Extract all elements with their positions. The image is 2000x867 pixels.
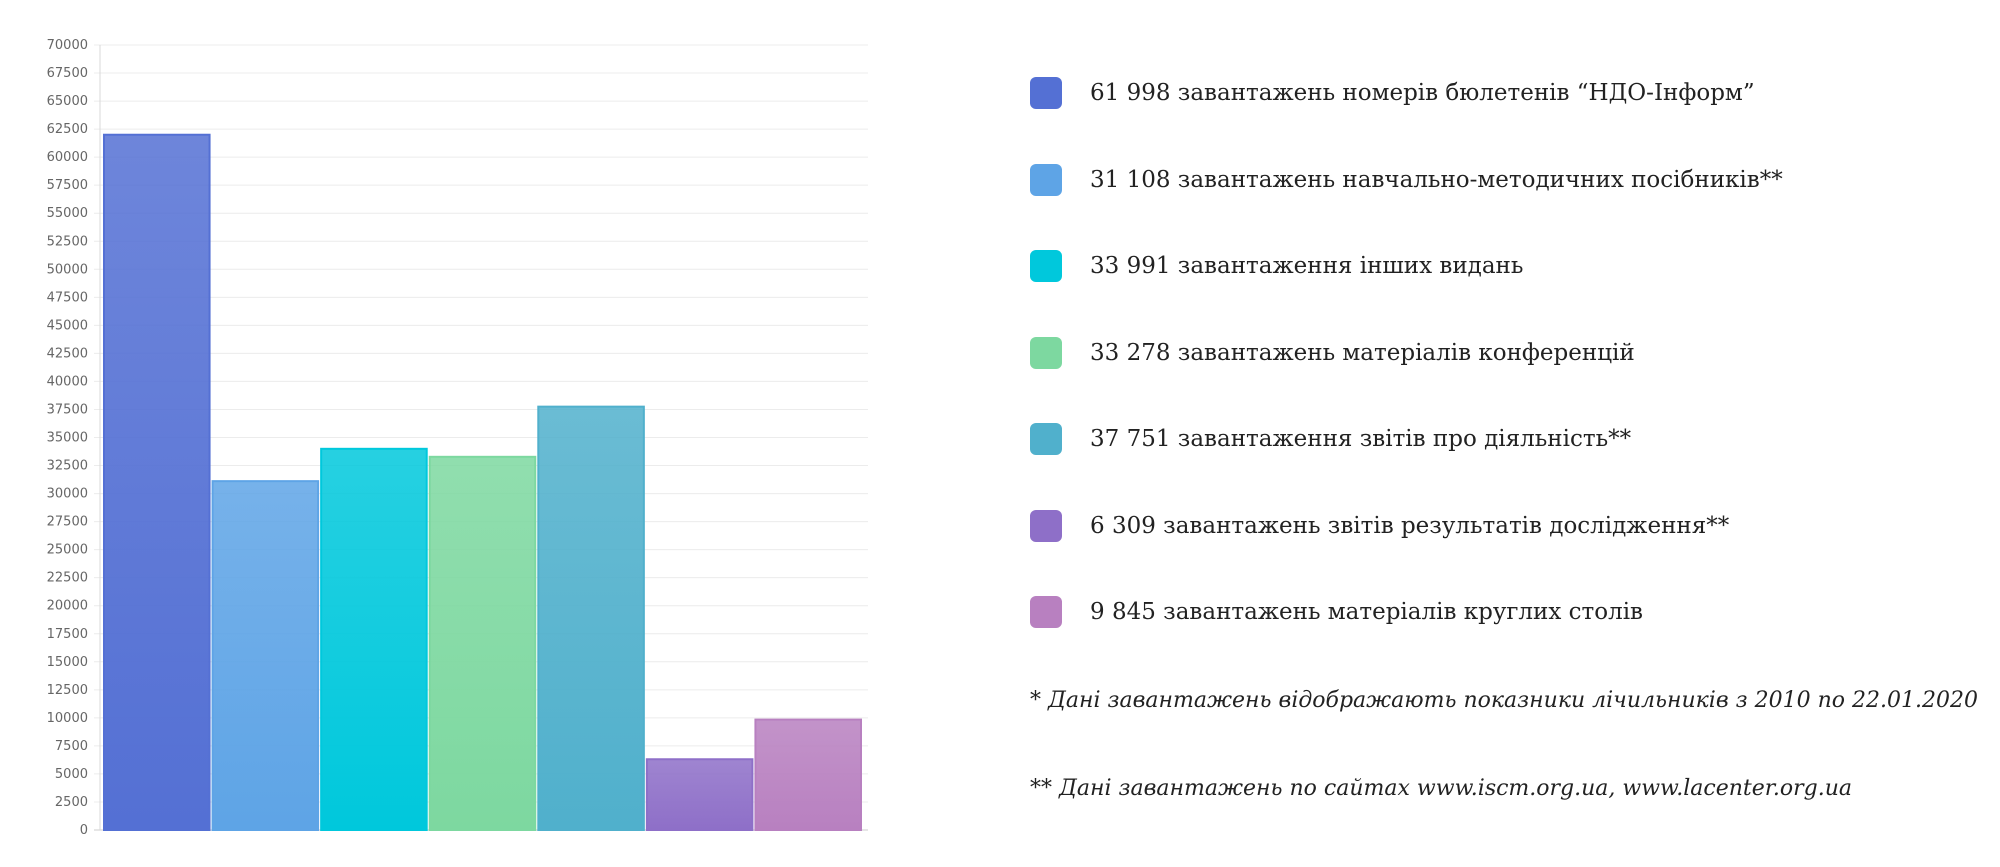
y-tick-label: 37500 — [47, 402, 88, 417]
y-tick-label: 15000 — [47, 655, 88, 670]
legend-label: 33 278 завантажень матеріалів конференці… — [1090, 339, 1635, 366]
legend-label: 9 845 завантажень матеріалів круглих сто… — [1090, 599, 1643, 625]
note-sites: ** Дані завантажень по сайтах www.iscm.o… — [1030, 776, 1853, 801]
legend-item: 37 751 завантаження звітів про діяльніст… — [1030, 421, 1631, 457]
bar-7 — [754, 718, 863, 831]
legend-swatch — [1030, 336, 1062, 369]
y-tick-label: 20000 — [47, 599, 88, 614]
legend-item: 31 108 завантажень навчально-методичних … — [1030, 162, 1783, 198]
bar-4 — [428, 455, 537, 831]
y-tick-label: 55000 — [47, 206, 88, 221]
y-tick-label: 10000 — [47, 711, 88, 726]
bar-2 — [211, 480, 320, 831]
y-tick-label: 47500 — [47, 290, 88, 305]
legend-swatch — [1030, 423, 1062, 455]
y-axis: 0 2500 5000 7500 10000 12500 15000 17500 20000 22… — [47, 38, 101, 838]
y-tick-label: 17500 — [47, 627, 88, 642]
legend-swatch — [1030, 77, 1062, 109]
y-tick-label: 57500 — [47, 178, 88, 193]
legend-item: 6 309 завантажень звітів результатів дос… — [1030, 508, 1729, 544]
y-tick-label: 12500 — [47, 683, 88, 698]
y-tick-label: 22500 — [47, 571, 88, 586]
note-counters: * Дані завантажень відображають показник… — [1030, 688, 1978, 713]
legend-swatch — [1030, 596, 1062, 628]
y-tick-label: 35000 — [47, 431, 88, 446]
legend-item: 9 845 завантажень матеріалів круглих сто… — [1030, 594, 1643, 630]
y-tick-label: 25000 — [47, 543, 88, 558]
legend-swatch — [1030, 250, 1062, 282]
y-tick-label: 50000 — [47, 262, 88, 277]
y-tick-label: 45000 — [47, 318, 88, 333]
legend-item: 33 278 завантажень матеріалів конференці… — [1030, 335, 1635, 371]
y-tick-label: 7500 — [55, 739, 88, 754]
legend-item: 33 991 завантаження інших видань — [1030, 248, 1523, 284]
legend-label: 31 108 завантажень навчально-методичних … — [1090, 166, 1783, 193]
y-tick-label: 70000 — [47, 38, 88, 53]
legend-label: 6 309 завантажень звітів результатів дос… — [1090, 512, 1730, 539]
legend-label: 37 751 завантаження звітів про діяльніст… — [1090, 426, 1632, 452]
bar-6 — [645, 758, 754, 832]
y-tick-label: 65000 — [47, 94, 88, 109]
bars — [103, 133, 863, 832]
y-tick-label: 0 — [80, 823, 88, 838]
y-tick-label: 30000 — [47, 487, 88, 502]
y-tick-label: 40000 — [47, 374, 88, 389]
y-tick-label: 32500 — [47, 459, 88, 474]
legend-label: 33 991 завантаження інших видань — [1090, 253, 1524, 279]
legend-swatch — [1030, 509, 1062, 542]
y-tick-label: 60000 — [47, 150, 88, 165]
bar-5 — [537, 405, 645, 831]
y-tick-label: 67500 — [47, 66, 88, 81]
y-tick-label: 52500 — [47, 234, 88, 249]
bar-chart: 0 2500 5000 7500 10000 12500 15000 17500 20000 22… — [47, 38, 868, 838]
legend-swatch — [1030, 163, 1062, 196]
legend-item: 61 998 завантажень номерів бюлетенів “НД… — [1030, 75, 1755, 111]
y-tick-label: 2500 — [55, 795, 88, 810]
y-tick-label: 62500 — [47, 122, 88, 137]
y-tick-label: 42500 — [47, 346, 88, 361]
bar-1 — [103, 133, 211, 832]
y-tick-label: 5000 — [55, 767, 88, 782]
bar-3 — [320, 447, 428, 831]
legend-label: 61 998 завантажень номерів бюлетенів “НД… — [1090, 80, 1755, 106]
y-tick-label: 27500 — [47, 515, 88, 530]
